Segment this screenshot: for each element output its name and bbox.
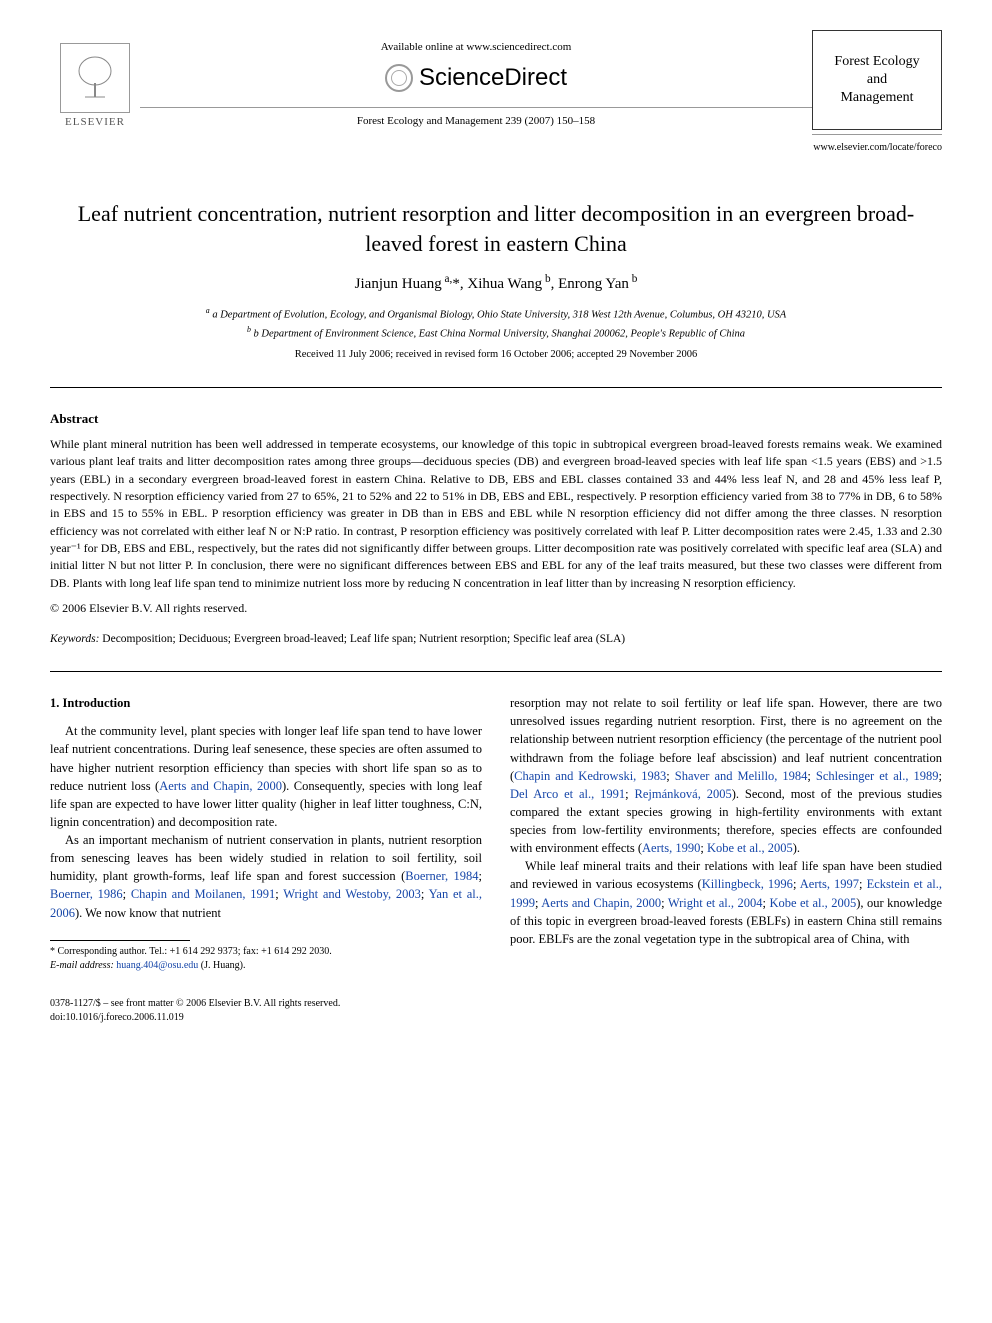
- journal-cover-box: Forest Ecology and Management: [812, 30, 942, 130]
- journal-cover-block: Forest Ecology and Management www.elsevi…: [812, 30, 942, 175]
- center-header: Available online at www.sciencedirect.co…: [140, 30, 812, 129]
- corr-email-link[interactable]: huang.404@osu.edu: [114, 960, 198, 971]
- page-header: ELSEVIER Available online at www.science…: [50, 30, 942, 175]
- cite-schlesinger-1989[interactable]: Schlesinger et al., 1989: [816, 769, 939, 783]
- corr-email-line: E-mail address: huang.404@osu.edu (J. Hu…: [50, 959, 482, 973]
- elsevier-tree-icon: [60, 43, 130, 113]
- journal-name-line1: Forest Ecology: [834, 53, 919, 71]
- intro-p1: At the community level, plant species wi…: [50, 722, 482, 831]
- cite-kobe-2005[interactable]: Kobe et al., 2005: [707, 841, 793, 855]
- cite-delarco-1991[interactable]: Del Arco et al., 1991: [510, 787, 625, 801]
- cite-wright-2004[interactable]: Wright et al., 2004: [668, 896, 763, 910]
- cite-shaver-melillo-1984[interactable]: Shaver and Melillo, 1984: [675, 769, 808, 783]
- footer-front-matter: 0378-1127/$ – see front matter © 2006 El…: [50, 997, 942, 1011]
- cite-kobe-2005b[interactable]: Kobe et al., 2005: [769, 896, 856, 910]
- cite-boerner-1986[interactable]: Boerner, 1986: [50, 887, 123, 901]
- journal-name-line2: and: [867, 71, 887, 89]
- available-online-text: Available online at www.sciencedirect.co…: [140, 40, 812, 55]
- keywords: Keywords: Decomposition; Deciduous; Ever…: [50, 631, 942, 647]
- cite-wright-westoby-2003[interactable]: Wright and Westoby, 2003: [283, 887, 421, 901]
- keywords-label: Keywords:: [50, 633, 99, 645]
- cite-aerts-chapin-2000[interactable]: Aerts and Chapin, 2000: [159, 779, 282, 793]
- journal-reference: Forest Ecology and Management 239 (2007)…: [140, 114, 812, 129]
- cite-aerts-1997[interactable]: Aerts, 1997: [800, 877, 859, 891]
- intro-p2: As an important mechanism of nutrient co…: [50, 831, 482, 922]
- intro-p3c: ).: [793, 841, 800, 855]
- affiliation-b-text: b Department of Environment Science, Eas…: [254, 328, 746, 339]
- body-columns: 1. Introduction At the community level, …: [50, 694, 942, 973]
- cite-rejmankova-2005[interactable]: Rejmánková, 2005: [635, 787, 732, 801]
- page-footer: 0378-1127/$ – see front matter © 2006 El…: [50, 997, 942, 1025]
- email-label: E-mail address:: [50, 960, 114, 971]
- abstract-heading: Abstract: [50, 410, 942, 428]
- cite-aerts-chapin-2000b[interactable]: Aerts and Chapin, 2000: [541, 896, 661, 910]
- cite-aerts-1990[interactable]: Aerts, 1990: [642, 841, 700, 855]
- sciencedirect-icon: [385, 64, 413, 92]
- intro-heading: 1. Introduction: [50, 694, 482, 712]
- cite-chapin-moilanen-1991[interactable]: Chapin and Moilanen, 1991: [131, 887, 275, 901]
- intro-p3: resorption may not relate to soil fertil…: [510, 694, 942, 857]
- journal-url: www.elsevier.com/locate/foreco: [812, 141, 942, 155]
- elsevier-wordmark: ELSEVIER: [65, 115, 125, 130]
- cite-killingbeck-1996[interactable]: Killingbeck, 1996: [702, 877, 793, 891]
- abstract-body: While plant mineral nutrition has been w…: [50, 436, 942, 593]
- affiliation-b: b b Department of Environment Science, E…: [50, 324, 942, 342]
- corr-author-line: * Corresponding author. Tel.: +1 614 292…: [50, 945, 482, 959]
- keywords-list: Decomposition; Deciduous; Evergreen broa…: [99, 633, 625, 645]
- intro-p4: While leaf mineral traits and their rela…: [510, 857, 942, 948]
- footer-doi: doi:10.1016/j.foreco.2006.11.019: [50, 1011, 942, 1025]
- journal-name-line3: Management: [840, 89, 913, 107]
- footnote-rule: [50, 940, 190, 941]
- corr-email-who: (J. Huang).: [198, 960, 245, 971]
- affiliations: a a Department of Evolution, Ecology, an…: [50, 305, 942, 342]
- article-dates: Received 11 July 2006; received in revis…: [50, 348, 942, 363]
- cite-chapin-kedrowski-1983[interactable]: Chapin and Kedrowski, 1983: [514, 769, 666, 783]
- elsevier-logo: ELSEVIER: [50, 30, 140, 130]
- intro-p2b: ). We now know that nutrient: [75, 906, 221, 920]
- article-authors: Jianjun Huang a,*, Xihua Wang b, Enrong …: [50, 272, 942, 295]
- affiliation-a-text: a Department of Evolution, Ecology, and …: [212, 310, 786, 321]
- sciencedirect-logo: ScienceDirect: [140, 61, 812, 95]
- corresponding-author-footnote: * Corresponding author. Tel.: +1 614 292…: [50, 945, 482, 973]
- article-title: Leaf nutrient concentration, nutrient re…: [70, 199, 922, 258]
- affiliation-a: a a Department of Evolution, Ecology, an…: [50, 305, 942, 323]
- sciencedirect-wordmark: ScienceDirect: [419, 61, 567, 95]
- cite-boerner-1984[interactable]: Boerner, 1984: [405, 869, 478, 883]
- abstract-copyright: © 2006 Elsevier B.V. All rights reserved…: [50, 600, 942, 617]
